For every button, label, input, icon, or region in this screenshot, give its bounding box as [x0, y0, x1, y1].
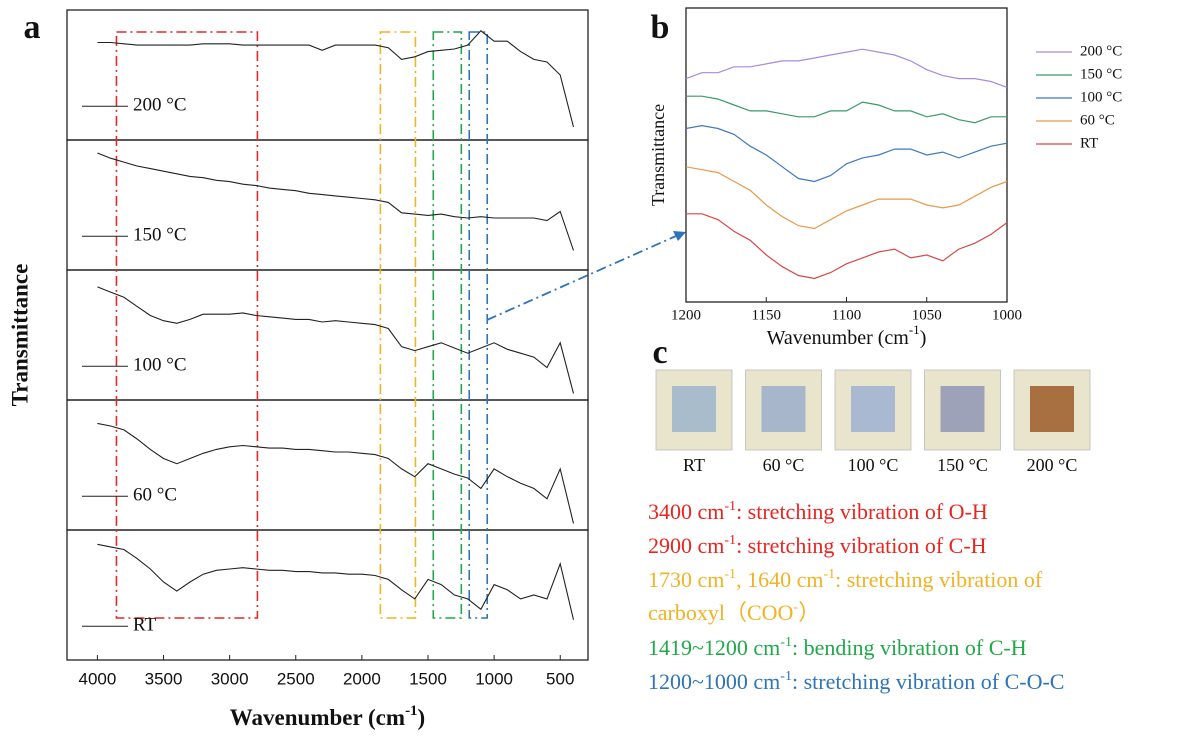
film-sample: [940, 386, 985, 432]
legend-label: 100 °C: [1080, 89, 1122, 105]
note-text: : stretching vibration of C-O-C: [792, 669, 1065, 694]
photo-label: 200 °C: [1027, 455, 1078, 475]
x-tick-label: 1050: [912, 307, 942, 323]
film-sample: [761, 386, 806, 432]
note-text: 2900 cm: [648, 533, 724, 558]
zoom-arrow: [486, 235, 677, 321]
legend-label: 100 °C: [133, 355, 187, 376]
plot-frame: [66, 9, 589, 141]
note-text: 1419~1200 cm: [648, 635, 780, 660]
photo-label: 150 °C: [937, 455, 988, 475]
axis-title-text: Wavenumber (cm: [767, 327, 910, 349]
panel-letter: a: [24, 9, 41, 46]
highlight-region: [115, 31, 259, 619]
note-text: : stretching vibration of C-H: [736, 533, 987, 558]
note-sup: -1: [823, 567, 835, 582]
x-tick-label: 1500: [409, 669, 447, 688]
note-text: 1730 cm: [648, 567, 724, 592]
film-sample: [672, 386, 716, 432]
legend-label: 150 °C: [133, 225, 187, 246]
x-tick-label: 1000: [992, 307, 1022, 323]
highlight-region: [379, 31, 417, 619]
legend-label: 60 °C: [1080, 112, 1115, 128]
axis-title: Transmittance: [7, 264, 32, 407]
note-sup: -1: [780, 635, 792, 650]
x-tick-label: 1000: [475, 669, 513, 688]
note-sup: -1: [724, 533, 736, 548]
film-sample: [851, 386, 895, 432]
note-text: : stretching vibration of: [835, 567, 1043, 592]
note-text: ）: [798, 600, 820, 625]
note-line: 2900 cm-1: stretching vibration of C-H: [648, 533, 987, 558]
arrow-head: [673, 231, 686, 241]
spectrum-line: [686, 95, 1007, 124]
x-tick-label: 1150: [752, 307, 781, 323]
spectrum-line: [685, 48, 1008, 88]
x-tick-label: 1100: [832, 307, 861, 323]
plot-frame: [66, 269, 589, 401]
spectrum-line: [685, 166, 1008, 230]
x-tick-label: 2500: [277, 669, 315, 688]
axis-title-end: ): [920, 327, 927, 349]
plot-frame: [66, 139, 589, 271]
note-sup: -1: [780, 669, 792, 684]
note-text: carboxyl（COO: [648, 600, 793, 625]
legend-label: RT: [133, 615, 157, 636]
axis-title: Wavenumber (cm-1): [767, 322, 927, 348]
plot-frame: [66, 529, 589, 661]
photo-label: 100 °C: [848, 455, 899, 475]
legend-label: 60 °C: [133, 485, 177, 506]
note-line: 1419~1200 cm-1: bending vibration of C-H: [648, 635, 1027, 660]
note-text: , 1640 cm: [736, 567, 823, 592]
note-sup: -1: [724, 499, 736, 514]
axis-title-text: Wavenumber (cm: [230, 705, 405, 730]
panel-letter: c: [652, 334, 667, 371]
note-line: carboxyl（COO-）: [648, 600, 820, 625]
legend-label: RT: [1080, 135, 1098, 151]
x-tick-label: 4000: [78, 669, 116, 688]
spectrum-line: [97, 152, 575, 251]
spectrum-line: [97, 422, 575, 524]
axis-title-sup: -1: [405, 703, 417, 719]
legend-label: 200 °C: [133, 95, 187, 116]
spectrum-line: [97, 543, 575, 620]
spectrum-line: [97, 286, 575, 394]
panel-letter: b: [651, 9, 670, 46]
legend-label: 150 °C: [1080, 66, 1122, 82]
x-tick-label: 2000: [343, 669, 381, 688]
legend-label: 200 °C: [1080, 43, 1122, 59]
note-text: : stretching vibration of O-H: [736, 499, 988, 524]
x-tick-label: 1200: [671, 307, 701, 323]
note-line: 1200~1000 cm-1: stretching vibration of …: [648, 669, 1064, 694]
spectrum-line: [97, 30, 575, 128]
film-sample: [1030, 386, 1074, 432]
note-line: 3400 cm-1: stretching vibration of O-H: [648, 499, 988, 524]
axis-title-end: ): [418, 705, 426, 730]
highlight-region: [468, 31, 489, 619]
note-sup: -: [793, 600, 798, 615]
photo-frame: [655, 369, 733, 451]
note-sup: -1: [724, 567, 736, 582]
plot-frame: [66, 399, 589, 531]
spectrum-line: [686, 213, 1008, 280]
note-text: : bending vibration of C-H: [792, 635, 1027, 660]
axis-title-sup: -1: [909, 322, 920, 337]
note-text: 1200~1000 cm: [648, 669, 780, 694]
axis-title: Wavenumber (cm-1): [230, 703, 425, 730]
spectrum-line: [685, 124, 1008, 183]
photo-label: 60 °C: [763, 455, 805, 475]
note-line: 1730 cm-1, 1640 cm-1: stretching vibrati…: [648, 567, 1043, 592]
x-tick-label: 500: [546, 669, 574, 688]
highlight-region: [432, 31, 463, 619]
photo-label: RT: [683, 455, 705, 475]
note-text: 3400 cm: [648, 499, 724, 524]
x-tick-label: 3500: [145, 669, 183, 688]
axis-title: Transmittance: [648, 104, 668, 206]
x-tick-label: 3000: [211, 669, 249, 688]
